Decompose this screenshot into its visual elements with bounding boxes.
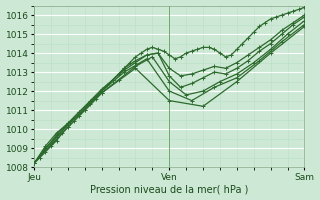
X-axis label: Pression niveau de la mer( hPa ): Pression niveau de la mer( hPa ) xyxy=(90,184,248,194)
